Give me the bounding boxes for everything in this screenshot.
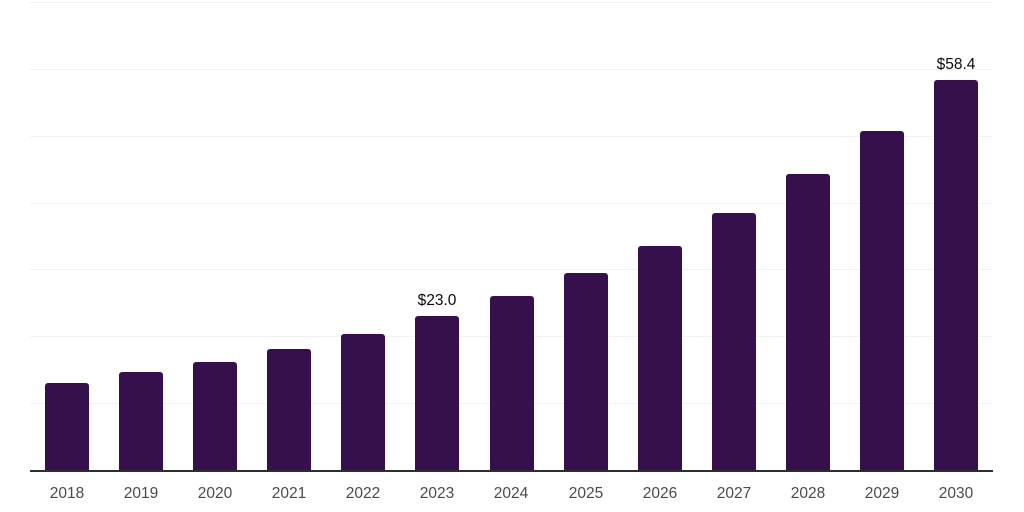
bar-2020 xyxy=(193,362,237,470)
bar-2025 xyxy=(564,273,608,470)
bar-2026 xyxy=(638,246,682,470)
bar-2030 xyxy=(934,80,978,470)
x-tick-label-2029: 2029 xyxy=(864,485,900,502)
x-tick-label-2027: 2027 xyxy=(716,485,752,502)
bar-2023 xyxy=(415,316,459,470)
x-tick-label-2018: 2018 xyxy=(49,485,85,502)
x-tick-label-2028: 2028 xyxy=(790,485,826,502)
bar-2021 xyxy=(267,349,311,470)
x-tick-label-2030: 2030 xyxy=(938,485,974,502)
x-tick-label-2026: 2026 xyxy=(642,485,678,502)
bar-2029 xyxy=(860,131,904,470)
x-tick-label-2022: 2022 xyxy=(345,485,381,502)
bar-2018 xyxy=(45,383,89,470)
gridline-30 xyxy=(30,269,993,270)
bar-value-label-2030: $58.4 xyxy=(936,56,976,73)
gridline-60 xyxy=(30,69,993,70)
x-tick-label-2020: 2020 xyxy=(197,485,233,502)
gridline-70 xyxy=(30,2,993,3)
bar-2024 xyxy=(490,296,534,470)
x-tick-label-2023: 2023 xyxy=(419,485,455,502)
x-tick-label-2024: 2024 xyxy=(493,485,529,502)
x-tick-label-2021: 2021 xyxy=(271,485,307,502)
bar-2028 xyxy=(786,174,830,470)
bar-2022 xyxy=(341,334,385,470)
gridline-40 xyxy=(30,203,993,204)
bar-value-label-2023: $23.0 xyxy=(417,292,457,309)
x-tick-label-2019: 2019 xyxy=(123,485,159,502)
bar-2019 xyxy=(119,372,163,470)
gridline-50 xyxy=(30,136,993,137)
x-tick-label-2025: 2025 xyxy=(568,485,604,502)
x-axis-line xyxy=(30,470,993,472)
bar-2027 xyxy=(712,213,756,470)
